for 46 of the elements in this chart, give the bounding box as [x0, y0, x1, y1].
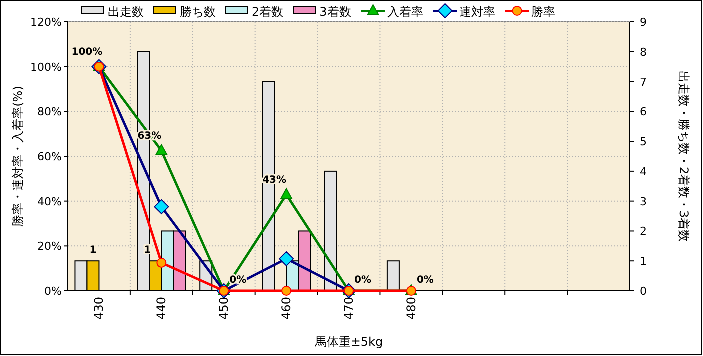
legend-label: 連対率: [459, 5, 496, 19]
x-axis-title: 馬体重±5kg: [314, 335, 384, 349]
y-tick-label: 0%: [44, 285, 62, 298]
y2-tick-label: 3: [640, 195, 647, 208]
y-tick-label: 40%: [38, 195, 62, 208]
y-tick-label: 120%: [30, 16, 62, 29]
data-label: 100%: [72, 46, 103, 58]
y2-tick-label: 1: [640, 255, 647, 268]
y2-tick-label: 4: [640, 165, 647, 178]
x-tick-label: 470: [342, 297, 356, 320]
y-axis-title: 勝率・連対率・入着率(%): [11, 86, 25, 227]
legend-label: 入着率: [387, 5, 424, 19]
x-tick-label: 480: [404, 297, 418, 320]
data-label: 1: [90, 245, 97, 256]
y2-tick-label: 5: [640, 136, 647, 149]
y2-tick-label: 8: [640, 46, 647, 59]
x-tick-label: 440: [154, 297, 169, 320]
y2-tick-label: 9: [640, 16, 647, 29]
point: [406, 286, 416, 296]
point: [279, 251, 294, 266]
point: [154, 199, 170, 214]
legend-label: 勝率: [531, 5, 556, 19]
legend-label: 出走数: [108, 5, 144, 19]
point: [280, 188, 293, 200]
x-tick-label: 450: [217, 297, 232, 320]
y-tick-label: 20%: [38, 240, 62, 254]
point: [282, 286, 292, 296]
legend-label: 2着数: [252, 5, 284, 19]
point: [156, 258, 167, 268]
legend-label: 3着数: [320, 5, 352, 19]
y2-tick-label: 7: [640, 76, 647, 89]
x-tick-label: 460: [280, 297, 294, 320]
data-label: 0%: [416, 275, 434, 286]
bar: [386, 260, 400, 292]
y-tick-label: 80%: [38, 106, 62, 119]
y2-tick-label: 6: [640, 106, 647, 119]
data-label: 0%: [354, 275, 372, 286]
y2-tick-label: 2: [640, 225, 647, 238]
point: [156, 144, 168, 156]
y2-tick-label: 0: [640, 285, 647, 298]
legend-label: 勝ち数: [180, 5, 216, 19]
y-tick-label: 100%: [30, 60, 62, 74]
y-tick-label: 60%: [38, 150, 62, 164]
x-tick-label: 430: [92, 297, 106, 320]
bar: [324, 170, 338, 292]
y2-axis-title: 出走数・勝ち数・2着数・3着数: [677, 70, 691, 242]
